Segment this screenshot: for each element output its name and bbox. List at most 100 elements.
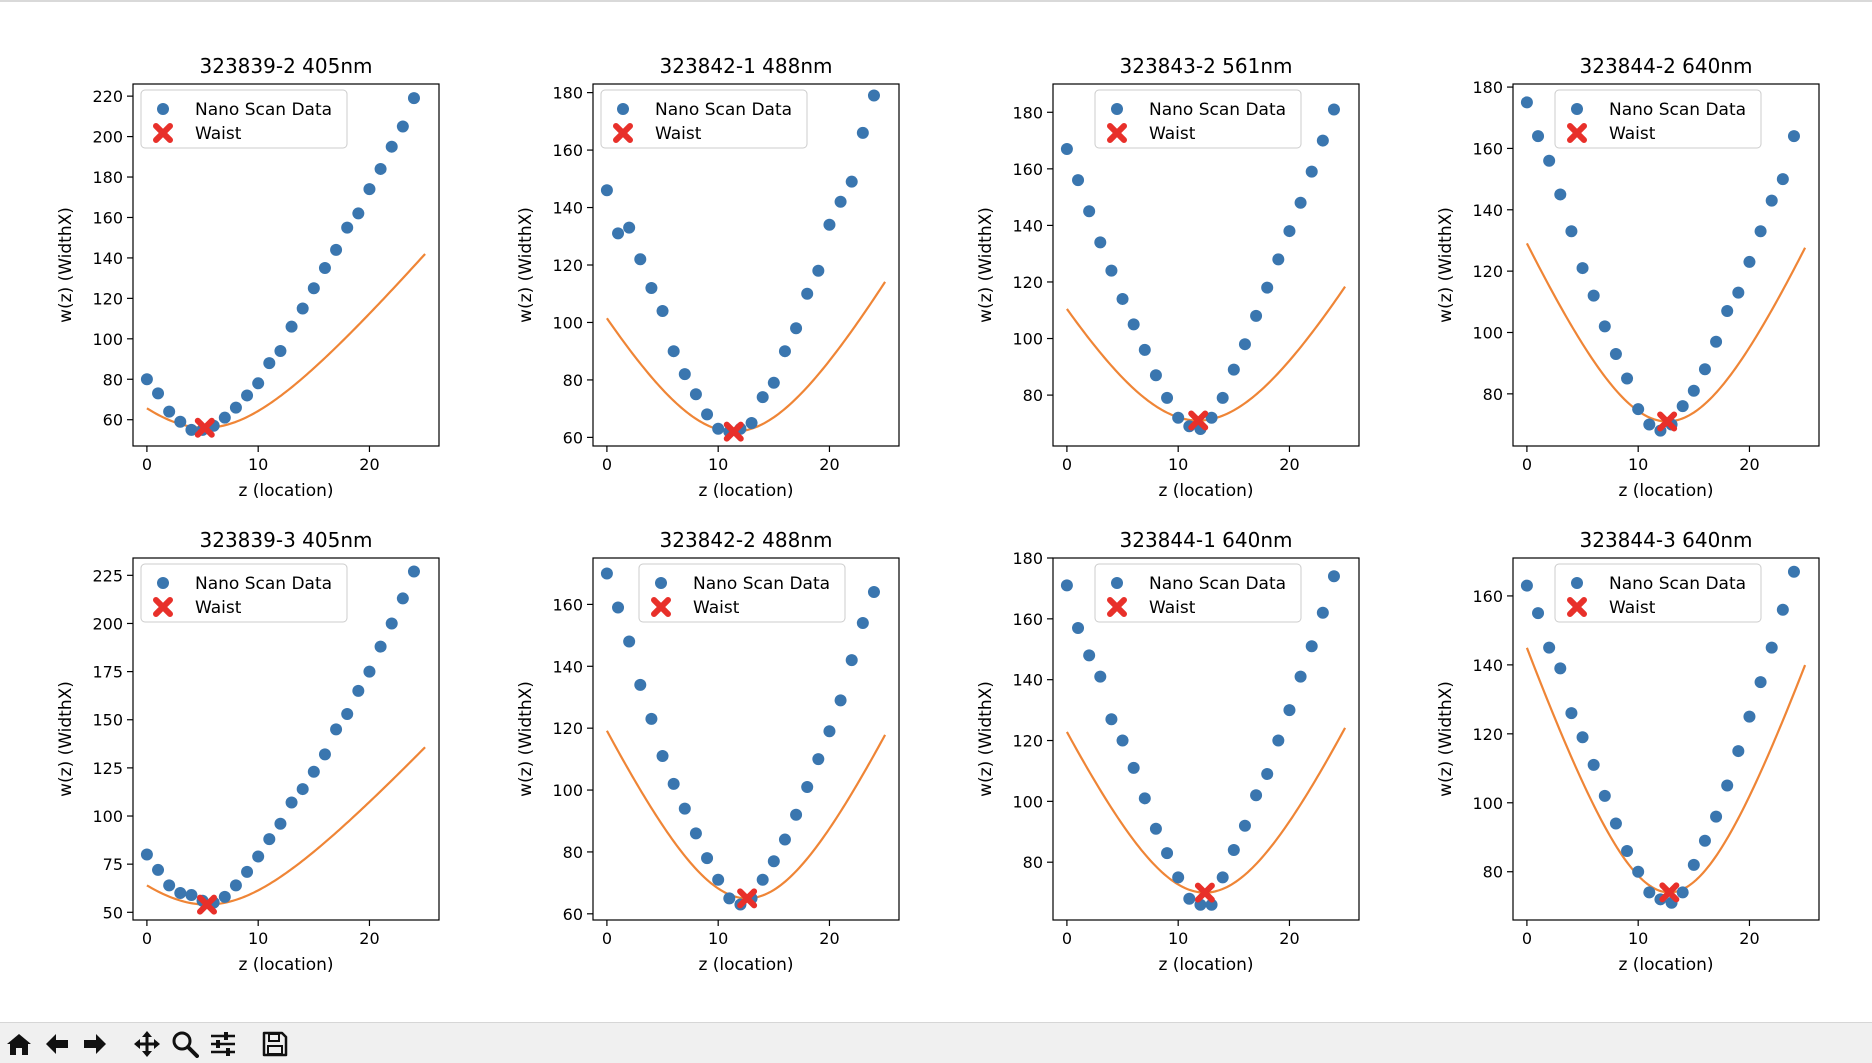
scan-data-point xyxy=(363,665,376,678)
scan-data-point xyxy=(712,873,725,886)
scan-data-point xyxy=(1060,143,1073,156)
legend-waist-label: Waist xyxy=(1149,124,1196,144)
waist-marker xyxy=(196,894,217,915)
y-tick-label: 140 xyxy=(552,199,583,218)
scan-data-point xyxy=(1520,96,1533,109)
scan-data-point xyxy=(756,391,769,404)
plot-area xyxy=(1520,565,1807,909)
window-top-border xyxy=(0,0,1872,2)
y-tick-label: 150 xyxy=(92,711,123,730)
scan-data-point xyxy=(1543,154,1556,167)
y-tick-label: 80 xyxy=(103,370,123,389)
scan-data-point xyxy=(241,389,254,402)
save-icon xyxy=(262,1031,288,1057)
y-tick-label: 120 xyxy=(552,719,583,738)
scan-data-point xyxy=(307,765,320,778)
subplot-7: 323844-1 640nm 0 10 20 80 100 120 140 160 180 z (l… xyxy=(976,528,1360,975)
y-tick-label: 100 xyxy=(1012,330,1043,349)
legend-waist-marker xyxy=(613,123,633,143)
x-axis-label: z (location) xyxy=(238,481,333,501)
pan-button[interactable] xyxy=(132,1030,162,1058)
legend: Nano Scan Data Waist xyxy=(1554,89,1762,149)
legend-waist-marker xyxy=(1567,123,1587,143)
scan-data-point xyxy=(1305,640,1318,653)
scan-data-point xyxy=(767,376,780,389)
scan-data-point xyxy=(218,890,231,903)
y-axis-label: w(z) (WidthX) xyxy=(1436,207,1456,323)
legend-waist-label: Waist xyxy=(655,124,702,144)
x-tick-label: 10 xyxy=(1168,929,1188,948)
scan-data-point xyxy=(174,415,187,428)
subplot-title: 323844-2 640nm xyxy=(1580,54,1753,78)
scan-data-point xyxy=(341,707,354,720)
x-axis-label: z (location) xyxy=(1158,481,1253,501)
scan-data-point xyxy=(1216,871,1229,884)
x-tick-label: 20 xyxy=(359,455,379,474)
scan-data-point xyxy=(1283,704,1296,717)
configure-subplots-button[interactable] xyxy=(208,1030,238,1058)
y-tick-label: 80 xyxy=(563,371,583,390)
x-axis-label: z (location) xyxy=(238,955,333,975)
scan-data-point xyxy=(812,264,825,277)
scan-data-point xyxy=(352,684,365,697)
scan-data-point xyxy=(1554,662,1567,675)
scan-data-point xyxy=(1609,347,1622,360)
plot-area xyxy=(1520,96,1807,437)
scan-data-point xyxy=(1316,606,1329,619)
subplot-6: 323842-2 488nm 0 10 20 60 80 100 120 140 160 z (lo… xyxy=(516,528,900,975)
save-button[interactable] xyxy=(260,1030,290,1058)
x-tick-label: 20 xyxy=(1279,455,1299,474)
scan-data-point xyxy=(1305,165,1318,178)
scan-data-point xyxy=(701,408,714,421)
legend-scan-label: Nano Scan Data xyxy=(655,100,792,120)
scan-data-point xyxy=(1127,318,1140,331)
y-tick-label: 200 xyxy=(92,128,123,147)
scan-data-point xyxy=(1172,411,1185,424)
plot-area xyxy=(600,89,887,442)
scan-data-point xyxy=(396,120,409,133)
home-button[interactable] xyxy=(4,1030,34,1058)
scan-data-point xyxy=(1621,372,1634,385)
waist-marker xyxy=(194,417,215,438)
x-axis-label: z (location) xyxy=(1618,955,1713,975)
scan-data-point xyxy=(1687,384,1700,397)
scan-data-point xyxy=(845,654,858,667)
scan-data-point xyxy=(1149,369,1162,382)
scan-data-point xyxy=(1532,130,1545,143)
scan-data-point xyxy=(1787,130,1800,143)
scan-data-point xyxy=(1632,403,1645,416)
scan-data-point xyxy=(689,827,702,840)
scan-data-point xyxy=(1094,236,1107,249)
y-tick-label: 50 xyxy=(103,903,123,922)
scan-data-point xyxy=(252,377,265,390)
x-tick-label: 0 xyxy=(142,929,152,948)
legend-box xyxy=(140,563,348,623)
back-button[interactable] xyxy=(42,1030,72,1058)
y-axis-label: w(z) (WidthX) xyxy=(516,681,536,797)
scan-data-point xyxy=(745,417,758,430)
y-tick-label: 120 xyxy=(552,256,583,275)
legend-scan-marker xyxy=(1571,577,1583,589)
y-tick-label: 220 xyxy=(92,87,123,106)
scan-data-point xyxy=(1250,789,1263,802)
scan-data-point xyxy=(701,852,714,865)
scan-data-point xyxy=(229,879,242,892)
x-tick-label: 10 xyxy=(248,929,268,948)
scan-data-point xyxy=(174,887,187,900)
scan-data-point xyxy=(600,567,613,580)
subplot-title: 323842-2 488nm xyxy=(660,528,833,552)
y-tick-label: 60 xyxy=(103,411,123,430)
scan-data-point xyxy=(1205,411,1218,424)
zoom-button[interactable] xyxy=(170,1030,200,1058)
scan-data-point xyxy=(1520,579,1533,592)
x-tick-label: 0 xyxy=(1522,455,1532,474)
forward-button[interactable] xyxy=(80,1030,110,1058)
fit-curve xyxy=(1066,286,1346,422)
legend-waist-label: Waist xyxy=(195,598,242,618)
axes-frame xyxy=(132,83,440,447)
y-tick-label: 80 xyxy=(1483,385,1503,404)
scan-data-point xyxy=(374,640,387,653)
scan-data-point xyxy=(678,368,691,381)
y-tick-label: 140 xyxy=(552,657,583,676)
legend: Nano Scan Data Waist xyxy=(638,563,846,623)
